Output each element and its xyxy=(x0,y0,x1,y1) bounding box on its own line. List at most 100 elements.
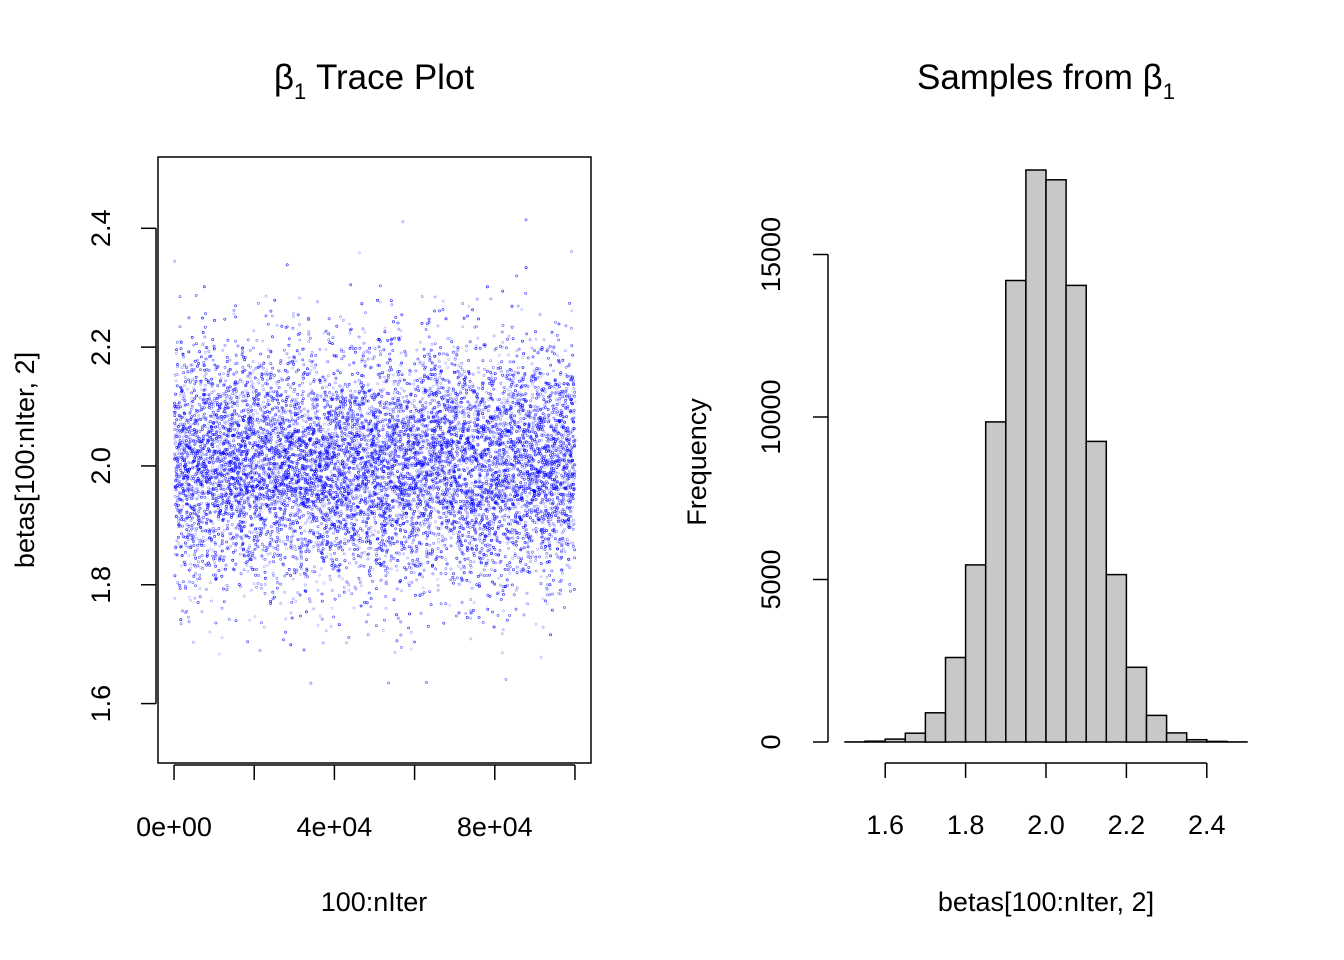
trace-point xyxy=(366,633,370,637)
trace-point xyxy=(234,393,238,397)
trace-point xyxy=(349,508,353,512)
trace-point xyxy=(237,510,241,514)
trace-point xyxy=(193,359,197,363)
trace-point xyxy=(181,435,185,439)
trace-point xyxy=(356,371,360,375)
trace-point xyxy=(222,383,226,387)
trace-point xyxy=(189,512,192,516)
trace-point xyxy=(343,382,347,386)
trace-point xyxy=(270,335,274,339)
trace-point xyxy=(224,491,228,495)
trace-point xyxy=(228,395,231,398)
trace-point xyxy=(197,413,201,417)
trace-point xyxy=(305,610,308,614)
trace-point xyxy=(220,531,224,535)
trace-point xyxy=(211,554,215,558)
trace-point xyxy=(300,541,304,545)
trace-point xyxy=(335,456,339,460)
trace-point xyxy=(223,317,227,321)
trace-point xyxy=(284,542,288,546)
trace-point xyxy=(239,477,243,481)
trace-point xyxy=(195,418,199,422)
trace-point xyxy=(247,546,251,549)
trace-point xyxy=(326,498,330,502)
trace-point xyxy=(188,515,192,519)
trace-point xyxy=(205,433,209,437)
trace-point xyxy=(247,412,251,416)
trace-point xyxy=(179,545,183,549)
trace-point xyxy=(306,409,310,413)
trace-point xyxy=(315,409,319,413)
trace-point xyxy=(248,618,252,622)
trace-point xyxy=(208,403,211,407)
trace-point xyxy=(289,411,293,415)
trace-point xyxy=(277,379,281,383)
trace-point xyxy=(304,521,308,525)
trace-point xyxy=(263,518,267,522)
trace-point xyxy=(250,486,254,490)
trace-point xyxy=(253,547,257,551)
trace-point xyxy=(209,581,213,585)
trace-point xyxy=(382,519,386,523)
trace-point xyxy=(224,390,228,394)
trace-point xyxy=(322,331,326,335)
trace-point xyxy=(347,583,351,587)
trace-point xyxy=(184,586,188,590)
trace-point xyxy=(314,499,317,503)
trace-point xyxy=(235,370,239,374)
trace-point xyxy=(205,481,209,485)
trace-point xyxy=(233,444,237,447)
trace-point xyxy=(227,512,231,516)
trace-point xyxy=(208,430,212,434)
trace-point xyxy=(394,315,398,319)
trace-point xyxy=(225,583,229,587)
trace-point xyxy=(182,535,185,539)
trace-point xyxy=(376,530,380,534)
trace-point xyxy=(386,411,390,414)
trace-point xyxy=(315,543,319,547)
trace-point xyxy=(282,444,286,448)
trace-point xyxy=(186,470,190,474)
trace-point xyxy=(241,390,245,394)
trace-point xyxy=(218,430,222,434)
trace-point xyxy=(301,397,305,401)
trace-point xyxy=(307,597,311,601)
trace-point xyxy=(351,425,355,429)
trace-point xyxy=(368,535,371,539)
trace-point xyxy=(339,485,343,489)
trace-point xyxy=(233,402,237,405)
trace-point xyxy=(249,504,252,508)
trace-point xyxy=(245,564,249,567)
trace-point xyxy=(281,540,285,544)
trace-point xyxy=(223,382,226,386)
trace-point xyxy=(222,478,226,482)
trace-point xyxy=(242,554,246,558)
trace-point xyxy=(304,431,308,434)
trace-point xyxy=(268,390,272,394)
trace-point xyxy=(202,416,206,420)
trace-point xyxy=(183,416,187,420)
trace-point xyxy=(301,498,305,502)
trace-point xyxy=(358,430,362,434)
trace-point xyxy=(349,405,353,409)
trace-point xyxy=(366,613,370,617)
trace-point xyxy=(223,467,227,471)
trace-point xyxy=(210,425,214,429)
trace-point xyxy=(213,550,217,554)
trace-point xyxy=(260,542,264,546)
trace-point xyxy=(334,390,338,394)
trace-point xyxy=(263,458,267,462)
trace-point xyxy=(195,547,199,551)
trace-point xyxy=(183,474,187,478)
trace-point xyxy=(197,556,201,559)
trace-point xyxy=(202,434,206,438)
trace-point xyxy=(291,597,295,601)
trace-point xyxy=(200,544,204,547)
trace-point xyxy=(193,413,197,417)
trace-point xyxy=(328,439,332,443)
trace-point xyxy=(351,409,355,413)
trace-point xyxy=(205,456,209,460)
trace-point xyxy=(216,393,220,397)
trace-point xyxy=(230,405,234,409)
trace-point xyxy=(228,468,232,471)
